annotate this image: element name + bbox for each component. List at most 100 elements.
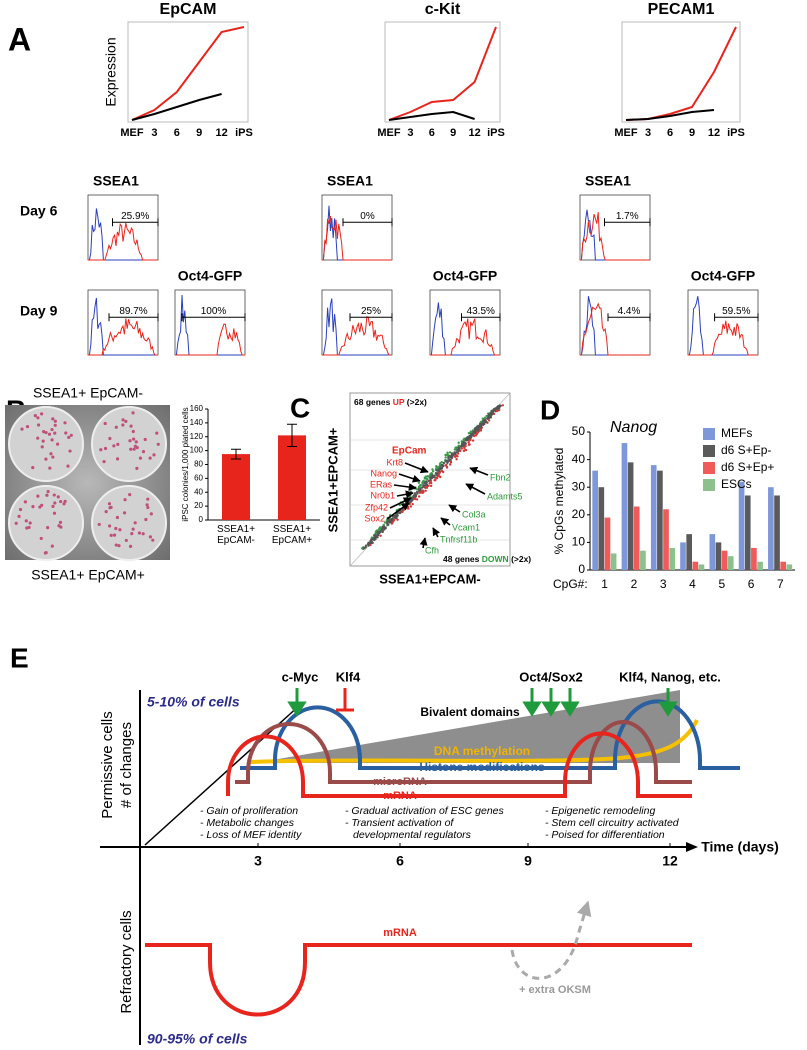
y-tick-label: 100 [190,446,204,455]
colony [53,431,57,435]
legend-label: d6 S+Ep+ [721,460,774,474]
scatter-dot [411,502,414,506]
x-axis-label: SSEA1+EPCAM- [379,571,481,586]
histogram-curve [322,316,392,356]
scatter-dot [364,546,367,549]
gene-label: Vcam1 [452,522,480,532]
colony [40,412,44,416]
scatter-dot [379,534,382,537]
gene-arrow [469,466,489,476]
gate-value: 0% [360,211,375,222]
scatter-cloud [349,392,511,567]
gate-value: 4.4% [618,306,641,317]
x-axis-label: CpG#: [553,577,588,591]
colony [143,437,147,442]
colony [46,526,50,530]
bar [669,547,676,570]
bar [698,564,705,570]
x-tick-label: 6 [667,127,673,139]
scatter-dot [425,481,428,484]
gene-arrow [448,504,461,513]
colony [151,538,155,542]
inhibition [336,688,354,712]
colony [148,456,152,460]
scatter-dot [457,452,460,455]
colony [50,544,54,548]
colony [45,493,49,497]
bar [598,487,605,570]
scatter-dot [487,413,491,416]
scatter-dot [496,407,500,410]
colony [69,433,73,437]
x-tick-label: iPS [235,127,253,139]
colony [43,551,47,555]
mrna-curve [226,731,692,798]
x-tick-label: 2 [631,577,638,591]
colony [53,501,57,505]
gene-arrow [404,462,429,474]
scatter-dot [422,485,425,488]
gate-value: 100% [201,306,227,317]
x-tick-label: 9 [196,127,202,139]
scatter-dot [381,530,384,533]
colony [114,526,118,531]
colony [132,447,136,451]
scatter-dot [376,533,380,537]
bar [721,550,728,570]
gene-label: Col3a [462,509,486,519]
text: DOWN [482,554,509,564]
arrow-head [522,701,542,717]
bar [592,470,598,570]
colony [128,544,133,548]
text: 68 genes [354,397,391,407]
gate [714,313,759,322]
scatter-dot [395,516,398,519]
colony [53,419,57,423]
scatter-dot [429,473,432,476]
fraction-label: 5-10% of cells [147,694,240,710]
colony [146,497,150,501]
scatter-dot [476,431,479,434]
x-tick-label: 1 [601,577,608,591]
gene-label: Tnfrsf11b [440,534,477,544]
gene-label: Nanog [370,468,397,478]
chart-title: Nanog [610,419,657,436]
refractory-mrna-curve [145,943,692,1017]
y-axis-label: iPSC colonies/1,000 plated cells [181,407,190,521]
bar [774,495,780,570]
gene-label: Sox2 [364,513,385,523]
bar [709,534,716,570]
scatter-dot [471,432,475,436]
scatter-dot [418,485,421,488]
colony [41,439,45,443]
gene-label: Adamts5 [487,491,523,501]
factor-label: c-Myc [282,669,319,684]
note: - Loss of MEF identity [200,829,302,841]
y-tick-label: 40 [572,452,586,466]
gene-arrow [465,483,486,495]
scatter-dot [382,525,386,528]
legend-label: ESCs [721,477,752,491]
gate [604,218,651,227]
colony [109,533,113,537]
scatter-dot [457,441,460,444]
colony [25,425,30,429]
scatter-dot [456,455,459,458]
colony [63,499,67,504]
x-tick-label: 6 [748,577,755,591]
gate-value: 89.7% [119,306,147,317]
scatter-dot [449,463,452,466]
colony [36,436,40,440]
time-tick-label: 9 [524,853,532,869]
colony [130,532,134,536]
curve-label: Histone modifications [419,760,545,774]
histogram-curve [580,212,650,261]
factor-label: Oct4/Sox2 [519,669,583,684]
scatter-dot [468,443,471,446]
colony [121,418,125,422]
colony [104,510,108,514]
arrow-head [658,701,678,717]
colony [18,507,23,512]
scatter-dot [457,444,460,447]
